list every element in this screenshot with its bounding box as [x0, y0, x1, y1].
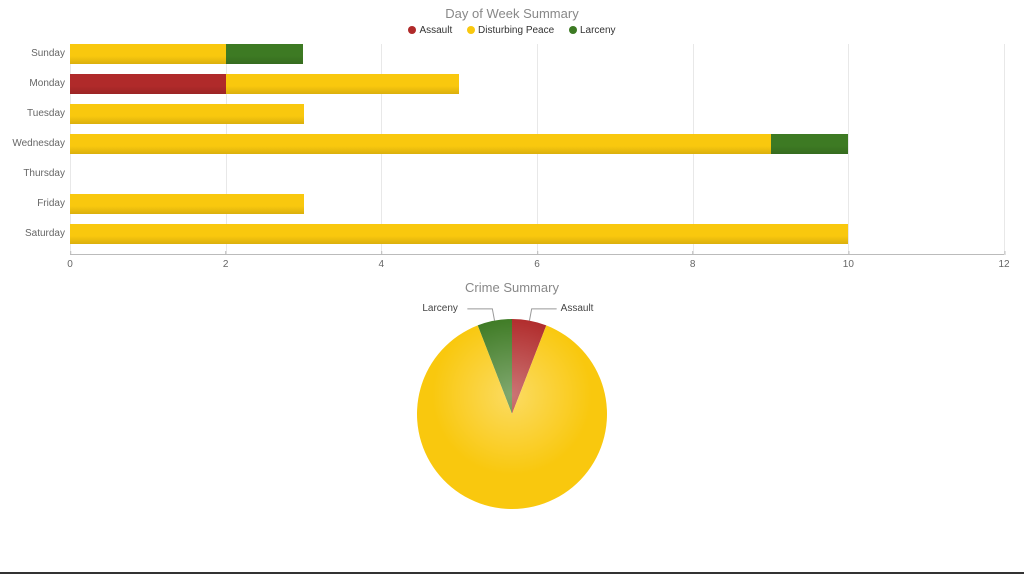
y-axis-label: Friday [5, 194, 65, 214]
x-axis-tick: 6 [534, 255, 540, 270]
bar-chart-legend: Assault Disturbing Peace Larceny [0, 25, 1024, 36]
bar-segment [70, 104, 304, 124]
bar-segment [771, 134, 849, 154]
bar-chart-title: Day of Week Summary [0, 6, 1024, 21]
gridline [1004, 44, 1005, 254]
legend-swatch-disturbing-peace-icon [467, 26, 475, 34]
y-axis-label: Tuesday [5, 104, 65, 124]
x-axis-tick: 2 [223, 255, 229, 270]
x-axis-tick: 10 [843, 255, 854, 270]
pie-label-assault: Assault [561, 303, 594, 314]
pie-svg [367, 299, 657, 559]
pie-highlight [417, 319, 607, 509]
y-axis-label: Wednesday [5, 134, 65, 154]
x-axis-tick: 4 [379, 255, 385, 270]
bar-row: Thursday [70, 164, 1004, 184]
bar-segment [226, 74, 460, 94]
pie-chart-wrap: Larceny Assault [367, 299, 657, 559]
bar-chart: Sunday Monday Tuesday Wednesday Thursday Frid… [70, 44, 1004, 274]
bar-chart-plot-area: Sunday Monday Tuesday Wednesday Thursday Frid… [70, 44, 1004, 254]
bar-segment [226, 44, 304, 64]
y-axis-label: Saturday [5, 224, 65, 244]
pie-chart: Larceny Assault [0, 299, 1024, 564]
bar-row: Tuesday [70, 104, 1004, 124]
bar-row: Monday [70, 74, 1004, 94]
pie-chart-title: Crime Summary [0, 280, 1024, 295]
pie-leader-line [467, 309, 494, 321]
bar-segment [70, 194, 304, 214]
legend-label: Assault [419, 25, 452, 36]
legend-item-assault: Assault [408, 25, 452, 36]
legend-swatch-assault-icon [408, 26, 416, 34]
x-axis-tick: 8 [690, 255, 696, 270]
bar-segment [70, 134, 771, 154]
y-axis-label: Sunday [5, 44, 65, 64]
bar-segment [70, 224, 848, 244]
legend-label: Disturbing Peace [478, 25, 554, 36]
legend-label: Larceny [580, 25, 616, 36]
legend-swatch-larceny-icon [569, 26, 577, 34]
legend-item-larceny: Larceny [569, 25, 616, 36]
bar-row: Sunday [70, 44, 1004, 64]
bar-segment [70, 74, 226, 94]
legend-item-disturbing-peace: Disturbing Peace [467, 25, 554, 36]
y-axis-label: Monday [5, 74, 65, 94]
bar-row: Saturday [70, 224, 1004, 244]
bar-row: Wednesday [70, 134, 1004, 154]
x-axis-tick: 12 [998, 255, 1009, 270]
y-axis-label: Thursday [5, 164, 65, 184]
bar-row: Friday [70, 194, 1004, 214]
pie-leader-line [529, 309, 556, 321]
bar-chart-x-axis: 024681012 [70, 254, 1004, 274]
pie-label-larceny: Larceny [422, 303, 458, 314]
x-axis-tick: 0 [67, 255, 73, 270]
bar-segment [70, 44, 226, 64]
